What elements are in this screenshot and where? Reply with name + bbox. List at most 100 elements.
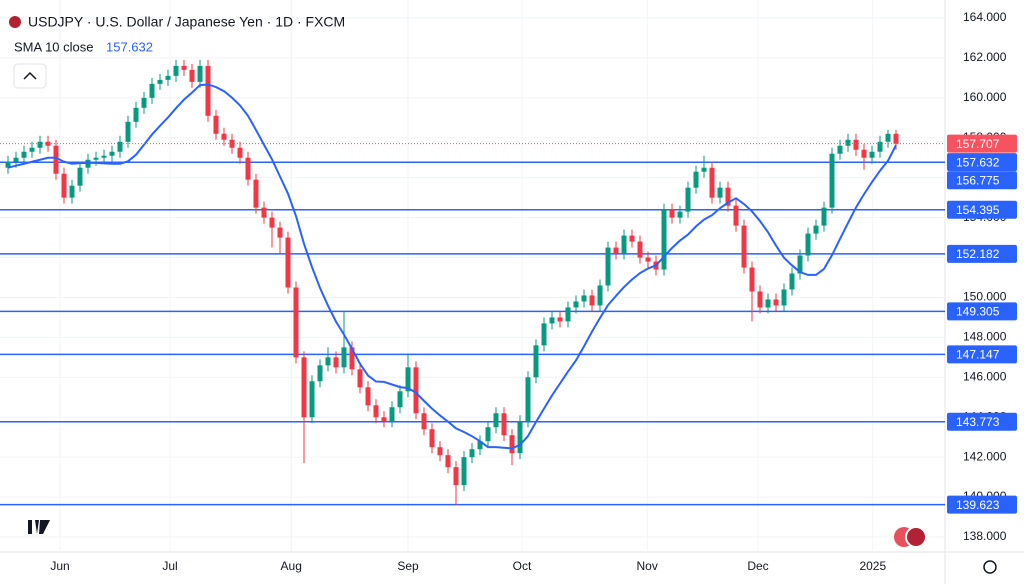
- x-tick-label: Nov: [637, 559, 658, 573]
- collapse-icon: [23, 71, 37, 80]
- candle-body: [797, 255, 803, 274]
- candle-body: [773, 299, 779, 306]
- candle-body: [37, 141, 43, 148]
- candle-body: [581, 295, 587, 302]
- candle-body: [805, 233, 811, 256]
- y-tick-label: 164.000: [963, 10, 1007, 24]
- candle-body: [669, 209, 675, 218]
- candle-body: [21, 151, 27, 158]
- candle-body: [181, 65, 187, 70]
- y-tick-label: 146.000: [963, 369, 1007, 383]
- candle-body: [821, 207, 827, 226]
- candle-body: [557, 317, 563, 322]
- candle-body: [869, 151, 875, 158]
- candle-body: [493, 413, 499, 428]
- candle-body: [477, 441, 483, 450]
- y-tick-label: 160.000: [963, 90, 1007, 104]
- candle-body: [861, 149, 867, 158]
- candle-body: [101, 155, 107, 158]
- candle-body: [301, 357, 307, 418]
- candle-body: [837, 145, 843, 154]
- candle-body: [685, 187, 691, 212]
- candle-body: [781, 289, 787, 306]
- candle-body: [429, 429, 435, 448]
- candle-body: [389, 407, 395, 422]
- y-tick-label: 162.000: [963, 50, 1007, 64]
- candle-body: [357, 369, 363, 388]
- settings-button[interactable]: [983, 560, 997, 574]
- indicator-name: SMA 10 close: [14, 39, 94, 54]
- candle-body: [125, 121, 131, 142]
- x-tick-label: Jul: [162, 559, 177, 573]
- candle-body: [613, 247, 619, 254]
- candle-body: [69, 185, 75, 198]
- x-tick-label: Jun: [50, 559, 69, 573]
- candle-body: [485, 427, 491, 442]
- candle-body: [637, 241, 643, 258]
- candle-body: [725, 187, 731, 206]
- sma-label: 157.632: [956, 155, 1000, 169]
- x-tick-label: 2025: [859, 559, 886, 573]
- candle-body: [445, 455, 451, 468]
- level-label: 139.623: [956, 498, 1000, 512]
- y-tick-label: 142.000: [963, 449, 1007, 463]
- x-tick-label: Dec: [747, 559, 768, 573]
- candle-body: [629, 235, 635, 242]
- candle-body: [269, 217, 275, 228]
- level-label-box: [947, 244, 1017, 263]
- candle-body: [709, 167, 715, 198]
- collapse-button[interactable]: [13, 63, 47, 89]
- candle-body: [309, 381, 315, 418]
- candle-body: [605, 247, 611, 286]
- candle-body: [853, 139, 859, 150]
- candle-body: [829, 153, 835, 208]
- candle-body: [117, 141, 123, 152]
- candle-body: [29, 147, 35, 152]
- candle-body: [509, 435, 515, 454]
- candle-body: [621, 235, 627, 254]
- candle-body: [741, 225, 747, 268]
- candle-body: [109, 151, 115, 156]
- level-label-box: [947, 495, 1017, 514]
- x-tick-label: Sep: [397, 559, 419, 573]
- candle-body: [277, 227, 283, 238]
- candle-body: [461, 457, 467, 486]
- level-label-box: [947, 302, 1017, 321]
- candle-body: [877, 141, 883, 152]
- candle-body: [597, 285, 603, 306]
- candle-body: [469, 449, 475, 458]
- x-tick-label: Aug: [281, 559, 302, 573]
- candle-body: [733, 205, 739, 226]
- candle-body: [237, 147, 243, 158]
- candle-body: [285, 237, 291, 288]
- level-label: 143.773: [956, 415, 1000, 429]
- candle-body: [245, 157, 251, 180]
- candle-body: [573, 301, 579, 308]
- level-label: 147.147: [956, 348, 1000, 362]
- candle-body: [413, 367, 419, 414]
- candle-body: [133, 107, 139, 122]
- candle-body: [189, 69, 195, 82]
- candle-body: [349, 347, 355, 370]
- level-label-box: [947, 200, 1017, 219]
- level-label: 154.395: [956, 203, 1000, 217]
- candle-body: [373, 405, 379, 418]
- tv-logo[interactable]: [18, 520, 50, 534]
- candle-body: [173, 65, 179, 76]
- candle-body: [5, 161, 11, 168]
- candle-body: [165, 75, 171, 80]
- candle-body: [533, 345, 539, 378]
- candle-body: [757, 291, 763, 308]
- candle-body: [141, 97, 147, 108]
- level-label: 156.775: [956, 173, 1000, 187]
- candle-body: [517, 421, 523, 454]
- level-label-box: [947, 345, 1017, 364]
- sma-label-box: [947, 153, 1017, 172]
- y-tick-label: 138.000: [963, 529, 1007, 543]
- candle-body: [693, 171, 699, 188]
- symbol-flag: [9, 16, 21, 28]
- candle-body: [149, 83, 155, 98]
- candle-body: [525, 377, 531, 422]
- candle-body: [293, 287, 299, 358]
